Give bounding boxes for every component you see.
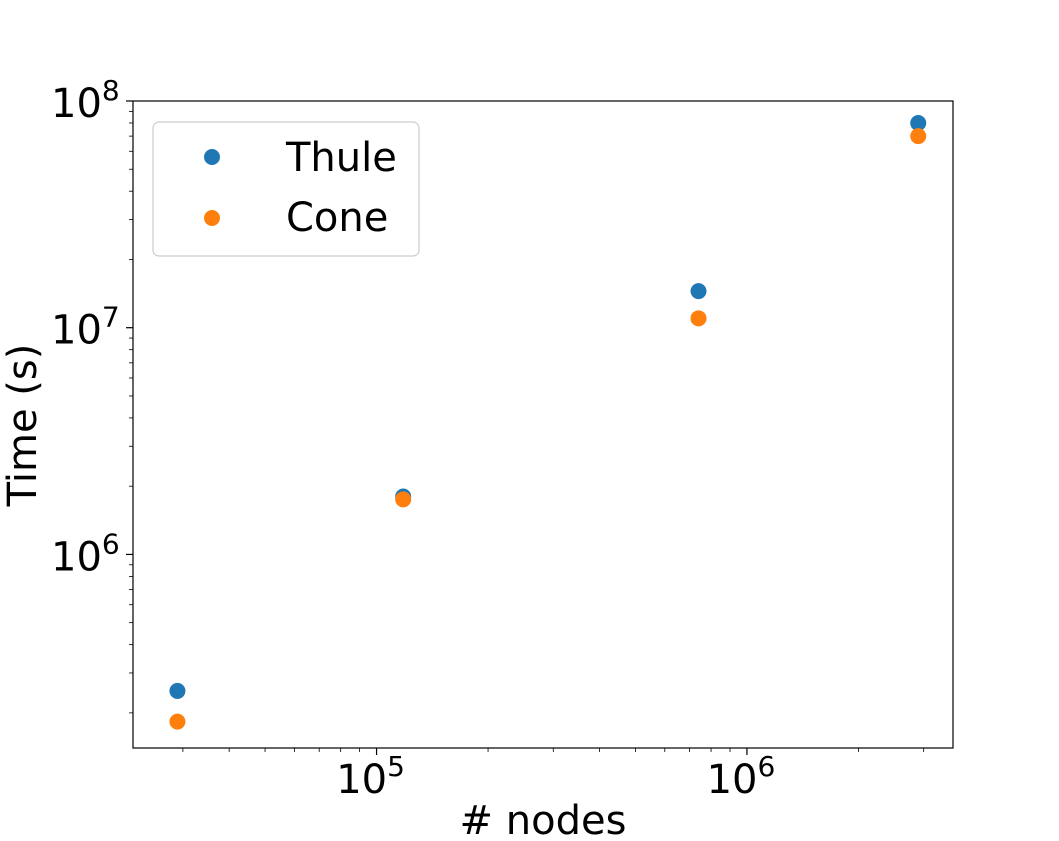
y-tick-labels: 106 107 108 xyxy=(51,74,120,580)
point-thule xyxy=(690,283,707,300)
legend-label-thule: Thule xyxy=(285,135,397,181)
x-tick-label: 106 xyxy=(707,750,776,803)
legend-label-cone: Cone xyxy=(286,195,388,241)
y-tick-label: 107 xyxy=(51,301,120,354)
y-axis-label: Time (s) xyxy=(0,344,46,508)
y-tick-label: 108 xyxy=(51,74,120,127)
point-cone xyxy=(395,491,412,508)
plot-area-frame xyxy=(132,100,954,749)
y-tick-label: 106 xyxy=(51,527,120,580)
legend-marker-thule xyxy=(204,149,220,165)
point-cone xyxy=(690,310,707,327)
point-thule xyxy=(910,114,927,131)
x-tick-label: 105 xyxy=(336,750,405,803)
major-ticks xyxy=(126,100,748,755)
point-cone xyxy=(910,128,927,145)
x-axis-label: # nodes xyxy=(460,798,627,841)
legend-marker-cone xyxy=(204,210,220,226)
legend: Thule Cone xyxy=(152,121,420,257)
data-points xyxy=(169,114,927,730)
point-thule xyxy=(169,682,186,699)
minor-ticks xyxy=(129,110,925,752)
point-cone xyxy=(169,713,186,730)
x-tick-labels: 105 106 xyxy=(336,750,775,803)
